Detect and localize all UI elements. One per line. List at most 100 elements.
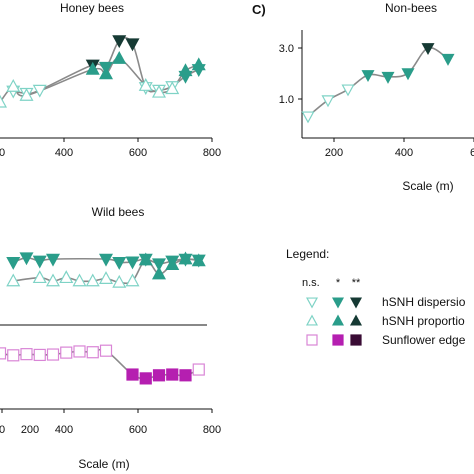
data-point <box>0 94 8 108</box>
data-point <box>125 273 140 287</box>
x-tick-label: 600 <box>129 424 147 436</box>
legend-label: hSNH proportio <box>382 314 465 328</box>
data-point <box>112 257 127 270</box>
data-point <box>151 84 167 98</box>
data-point <box>33 348 46 362</box>
legend-marker <box>350 334 362 346</box>
data-point <box>6 78 21 92</box>
data-point <box>32 84 47 98</box>
data-point <box>125 38 140 52</box>
data-point <box>98 66 114 80</box>
data-point <box>151 258 167 272</box>
data-point <box>126 368 139 381</box>
series-line <box>307 46 449 118</box>
legend-col-ns: n.s. <box>302 277 320 289</box>
data-point <box>381 71 395 84</box>
legend-marker <box>305 297 319 309</box>
data-point <box>178 251 193 265</box>
data-point <box>32 255 47 269</box>
data-point <box>191 253 206 267</box>
plot-area-wild-bees <box>6 251 206 288</box>
x-tick-label: 0 <box>0 147 5 159</box>
panel-letter: C) <box>252 2 266 17</box>
x-tick-label: 600 <box>129 147 147 159</box>
data-point <box>165 257 180 270</box>
data-point <box>20 348 33 361</box>
x-tick-label: 800 <box>203 424 221 436</box>
panel-non-bees: C) Non-bees 3.0 1.0 200 400 6 Scale (m) <box>252 1 474 193</box>
legend-marker <box>305 314 319 326</box>
data-point <box>85 61 100 75</box>
x-axis-label: Scale (m) <box>78 457 129 471</box>
legend-col-star: * <box>336 277 341 289</box>
data-point <box>341 84 355 97</box>
data-point <box>73 345 86 358</box>
data-point <box>19 252 34 266</box>
data-point <box>6 257 21 270</box>
data-point <box>166 368 179 381</box>
data-point <box>46 348 60 361</box>
data-point <box>112 35 127 49</box>
data-point <box>441 53 455 66</box>
panel-title: Wild bees <box>92 205 145 219</box>
x-tick-label: 200 <box>21 424 39 436</box>
legend-label: hSNH dispersio <box>382 295 466 309</box>
legend-markers <box>305 297 363 346</box>
x-tick-label: 400 <box>395 147 413 159</box>
panel-honey-bees: Honey bees 0 400 600 800 <box>0 1 221 159</box>
x-tick-label: 400 <box>55 147 73 159</box>
legend-marker <box>331 314 345 326</box>
data-point <box>138 252 153 266</box>
data-point <box>32 270 47 284</box>
data-point <box>45 253 61 267</box>
y-tick-label: 3.0 <box>279 43 294 55</box>
panel-title: Non-bees <box>385 1 437 15</box>
data-point <box>125 256 140 270</box>
y-tick-label: 1.0 <box>279 94 294 106</box>
data-point <box>139 372 152 385</box>
data-point <box>112 274 127 288</box>
plot-area-honey <box>0 35 206 108</box>
panel-wild-bees: Wild bees <box>0 205 207 326</box>
data-point <box>179 369 192 382</box>
data-point <box>361 70 375 83</box>
data-point <box>165 81 180 95</box>
data-point <box>86 346 99 359</box>
data-point <box>19 87 34 101</box>
x-axis-label: Scale (m) <box>402 179 453 193</box>
data-point <box>152 369 166 382</box>
data-point <box>60 346 73 359</box>
data-point <box>151 266 167 280</box>
legend-marker <box>306 334 318 346</box>
data-point <box>6 273 21 287</box>
x-tick-label: 800 <box>203 147 221 159</box>
x-tick-label: 0 <box>0 424 5 436</box>
data-point <box>321 95 335 108</box>
plot-area-non-bees <box>301 43 455 124</box>
legend: Legend: n.s. * ** hSNH dispersio hSNH pr… <box>286 247 466 347</box>
x-tick-label: 400 <box>55 424 73 436</box>
data-point <box>85 273 100 287</box>
data-point <box>178 63 193 77</box>
plot-area-sunflower <box>0 344 205 385</box>
legend-marker <box>349 314 363 326</box>
data-point <box>421 43 435 56</box>
data-point <box>98 271 114 284</box>
data-point <box>7 349 20 362</box>
data-point <box>192 363 205 376</box>
panel-sunflower-edge: 0 200 400 600 800 Scale (m) <box>0 344 221 471</box>
x-tick-label: 6 <box>470 147 474 159</box>
legend-col-double-star: ** <box>352 277 361 289</box>
data-point <box>72 273 87 287</box>
panel-title: Honey bees <box>60 1 124 15</box>
data-point <box>45 273 61 287</box>
legend-marker <box>331 297 345 309</box>
data-point <box>112 51 127 64</box>
data-point <box>99 344 113 357</box>
data-point <box>401 68 415 81</box>
data-point <box>191 57 206 71</box>
legend-label: Sunflower edge <box>382 333 466 347</box>
data-point <box>59 270 74 284</box>
data-point <box>0 347 7 360</box>
